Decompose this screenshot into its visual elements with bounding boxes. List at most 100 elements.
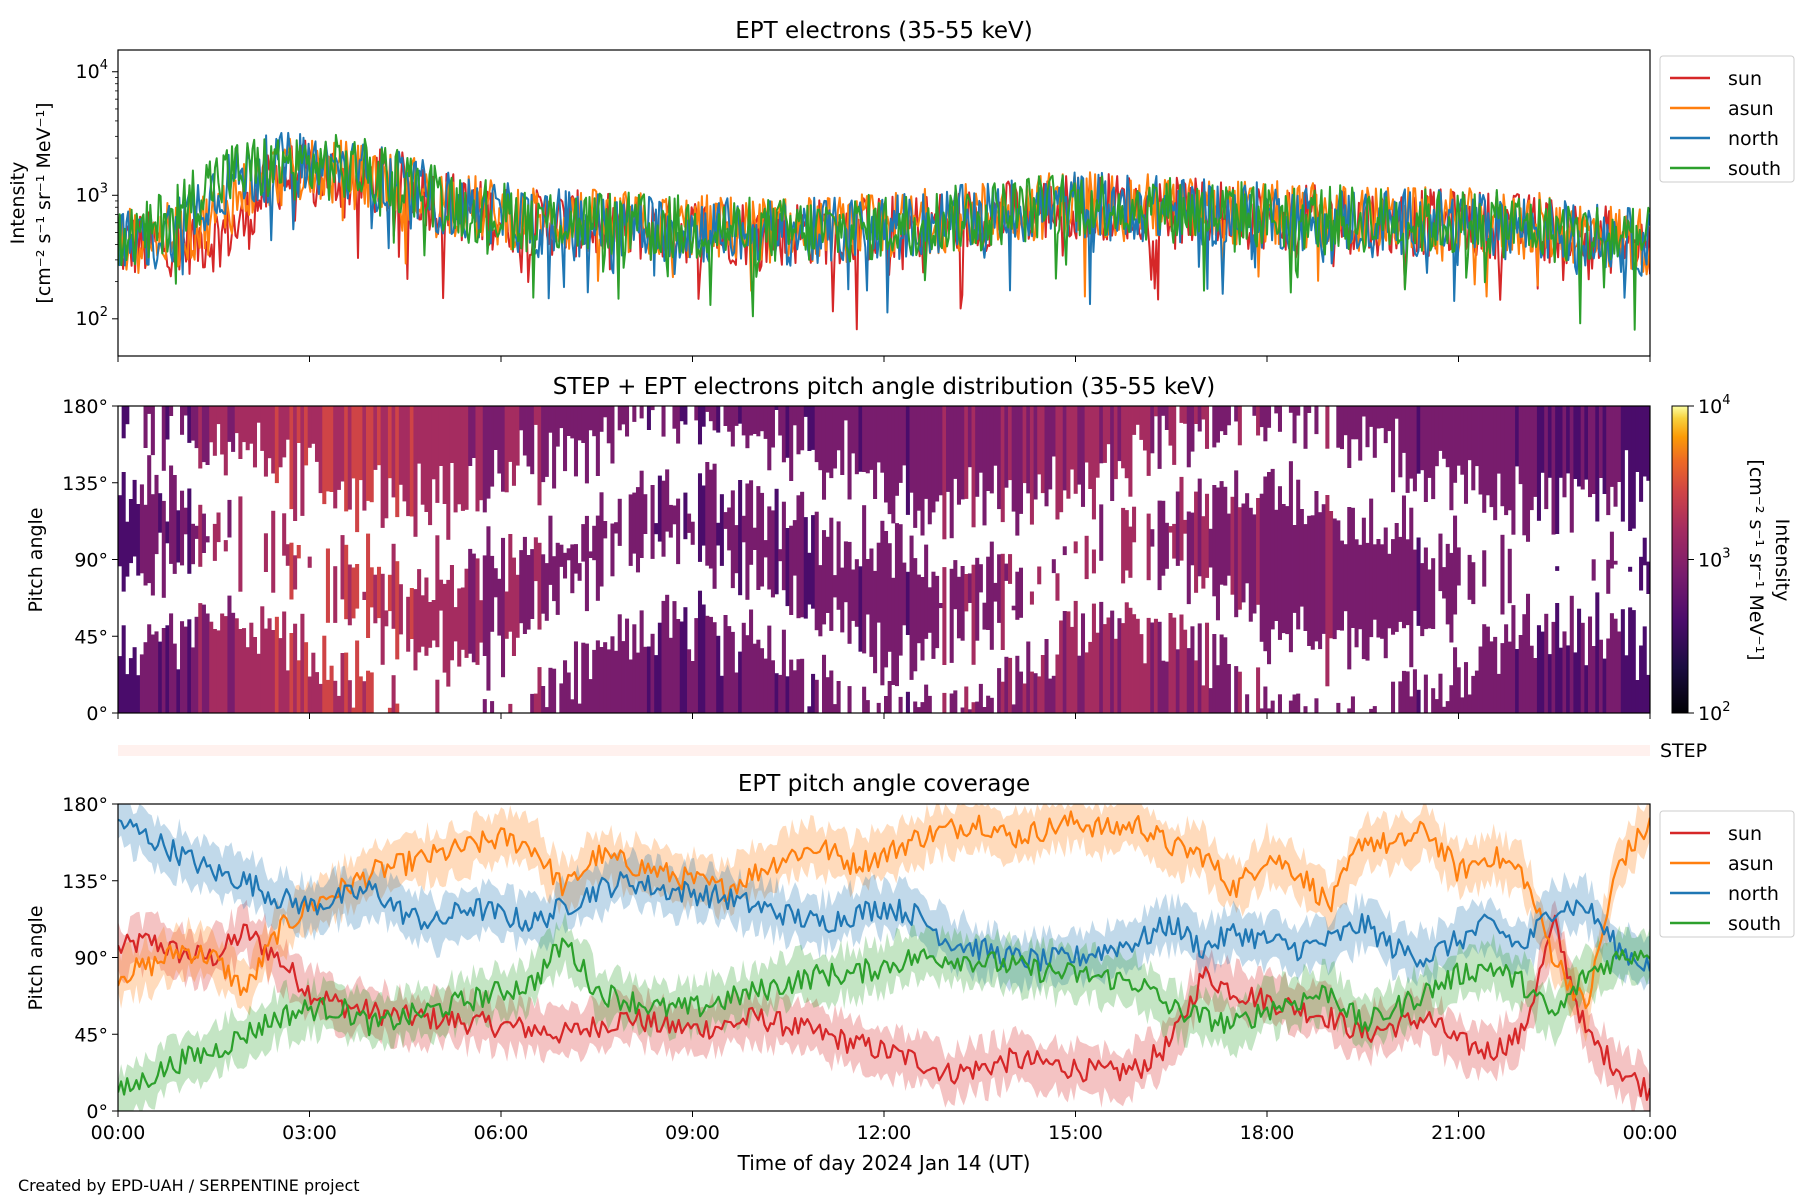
heatmap-cell [271, 510, 276, 593]
heatmap-cell [344, 544, 349, 620]
heatmap-cell [541, 406, 546, 483]
heatmap-cell [223, 406, 228, 476]
colorbar-unit: [cm⁻² s⁻¹ sr⁻¹ MeV⁻¹] [1745, 459, 1767, 660]
heatmap-cell [304, 642, 309, 713]
heatmap-cell [190, 647, 195, 713]
heatmap-cell [1522, 406, 1527, 536]
heatmap-cell [180, 406, 185, 435]
heatmap-cell [121, 625, 126, 713]
heatmap-cell [785, 406, 790, 458]
heatmap-cell [978, 683, 983, 713]
heatmap-cell [894, 523, 899, 687]
heatmap-cell [767, 506, 772, 590]
heatmap-cell [975, 557, 980, 641]
heatmap-cell [544, 707, 549, 713]
heatmap-cell [1358, 406, 1363, 461]
heatmap-cell [1241, 503, 1246, 603]
heatmap-cell [1463, 406, 1469, 504]
heatmap-cell [282, 406, 287, 458]
heatmap-cell [935, 406, 940, 502]
heatmap-cell [1412, 406, 1417, 492]
heatmap-cell [1288, 700, 1293, 713]
heatmap-cell [767, 625, 772, 713]
heatmap-cell [781, 501, 786, 591]
heatmap-cell [1409, 406, 1414, 479]
panel2-ylabel: Pitch angle [25, 507, 47, 612]
heatmap-cell [395, 406, 400, 518]
heatmap-cell [643, 646, 648, 713]
heatmap-cell [763, 406, 768, 439]
heatmap-cell [1121, 507, 1126, 584]
heatmap-cell [1547, 654, 1552, 713]
heatmap-cell [1617, 406, 1622, 482]
heatmap-cell [873, 406, 878, 499]
heatmap-cell [183, 406, 188, 416]
heatmap-cell [1496, 406, 1501, 474]
heatmap-cell [603, 406, 608, 418]
heatmap-cell [913, 558, 918, 672]
heatmap-cell [1416, 537, 1421, 626]
panel4-yticks: 0° 45° 90° 135° 180° [62, 794, 118, 1123]
heatmap-cell [143, 504, 148, 586]
heatmap-cell [431, 600, 436, 641]
heatmap-cell [1471, 675, 1476, 713]
heatmap-cell [187, 488, 192, 574]
heatmap-cell [212, 523, 217, 561]
heatmap-cell [843, 406, 848, 421]
heatmap-cell [1314, 698, 1319, 713]
heatmap-cell [880, 406, 885, 473]
heatmap-cell [398, 406, 403, 485]
heatmap-cell [978, 564, 983, 593]
heatmap-cell [1606, 638, 1611, 713]
heatmap-cell [643, 494, 648, 534]
heatmap-cell [865, 559, 870, 615]
heatmap-cell [617, 614, 622, 713]
heatmap-cell [227, 406, 232, 442]
heatmap-cell [832, 406, 837, 469]
heatmap-cell [205, 406, 210, 465]
heatmap-cell [1598, 639, 1603, 713]
heatmap-cell [1048, 678, 1053, 713]
heatmap-cell [592, 406, 597, 437]
heatmap-cell [843, 541, 848, 603]
heatmap-cell [198, 603, 203, 713]
heatmap-cell [924, 684, 929, 713]
heatmap-cell [1204, 493, 1210, 578]
heatmap-cell [234, 406, 239, 434]
heatmap-cell [552, 556, 557, 602]
heatmap-cell [1515, 406, 1520, 467]
heatmap-cell [1113, 638, 1118, 713]
heatmap-cell [1401, 406, 1407, 453]
heatmap-cell [1478, 406, 1483, 495]
heatmap-cell [832, 704, 837, 713]
heatmap-cell [876, 542, 881, 623]
heatmap-cell [1194, 491, 1199, 593]
heatmap-cell [595, 515, 600, 601]
heatmap-cell [442, 406, 447, 504]
heatmap-cell [993, 582, 998, 602]
heatmap-cell [1350, 696, 1355, 713]
heatmap-cell [1525, 406, 1531, 542]
heatmap-cell [1011, 406, 1016, 512]
heatmap-cell [657, 475, 662, 542]
heatmap-cell [1595, 406, 1600, 522]
panel4-title: EPT pitch angle coverage [738, 771, 1030, 797]
heatmap-cell [296, 545, 301, 559]
heatmap-cell [1489, 406, 1494, 508]
panel4-series [118, 804, 1650, 1111]
heatmap-cell [738, 651, 743, 713]
heatmap-cell [1372, 544, 1377, 620]
heatmap-cell [1091, 603, 1096, 713]
heatmap-cell [1598, 406, 1603, 478]
heatmap-cell [1070, 626, 1075, 713]
heatmap-cell [672, 505, 677, 525]
heatmap-cell [336, 406, 341, 490]
heatmap-cell [796, 659, 801, 713]
heatmap-cell [745, 635, 750, 713]
heatmap-cell [533, 406, 538, 425]
heatmap-cell [322, 635, 327, 713]
heatmap-cell [1628, 566, 1633, 572]
heatmap-cell [683, 492, 688, 540]
heatmap-cell [1398, 681, 1403, 713]
heatmap-cell [1500, 643, 1505, 713]
